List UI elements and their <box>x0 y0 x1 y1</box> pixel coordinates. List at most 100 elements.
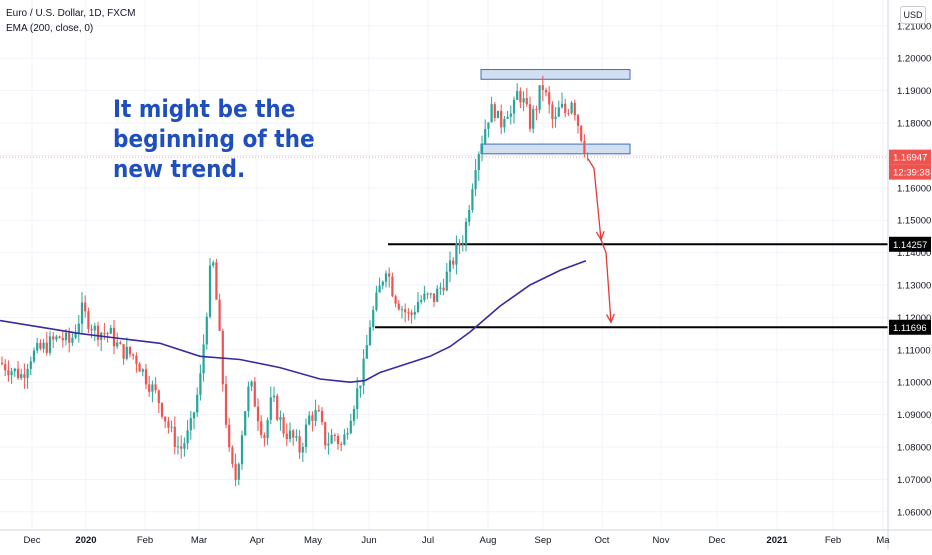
candle-down <box>426 292 429 300</box>
candle-body <box>394 296 397 304</box>
candle-body <box>173 426 176 447</box>
candle-down <box>84 295 87 318</box>
candle-body <box>532 109 535 129</box>
candle-up <box>308 411 311 426</box>
candle-down <box>282 413 285 438</box>
candle-down <box>52 331 55 349</box>
candle-body <box>416 301 420 313</box>
candle-up <box>36 337 39 354</box>
candle-body <box>141 369 144 372</box>
candle-body <box>199 373 202 395</box>
candle-down <box>45 332 48 356</box>
candle-down <box>132 353 135 360</box>
candle-body <box>445 271 448 291</box>
candle-up <box>116 332 119 349</box>
candle-up <box>330 428 333 445</box>
candle-down <box>224 375 228 429</box>
candle-up <box>176 436 180 455</box>
price-tick-label: 1.15000 <box>897 216 931 227</box>
candle-up <box>557 100 560 118</box>
candle-body <box>525 98 528 105</box>
candle-down <box>407 308 410 321</box>
candle-body <box>426 293 429 295</box>
candle-up <box>352 405 356 426</box>
candle-body <box>551 104 554 120</box>
candle-body <box>106 333 109 335</box>
candle-body <box>189 418 192 431</box>
candle-body <box>557 107 560 117</box>
candle-down <box>388 267 391 288</box>
candle-body <box>503 118 506 128</box>
countdown-label: 12:39:38 <box>893 168 930 179</box>
candle-body <box>458 243 461 246</box>
candle-body <box>247 386 250 412</box>
candle-body <box>39 342 42 349</box>
candle-body <box>192 412 196 419</box>
candle-body <box>231 447 234 464</box>
candle-down <box>263 432 266 447</box>
candle-body <box>170 426 173 428</box>
candle-down <box>160 402 164 419</box>
candle-body <box>154 384 157 391</box>
candle-up <box>196 387 199 417</box>
candle-down <box>154 377 157 394</box>
candle-body <box>346 433 349 435</box>
candle-down <box>576 113 580 134</box>
candle-body <box>516 91 519 100</box>
candle-body <box>87 311 90 329</box>
candle-down <box>4 359 7 377</box>
candle-up <box>77 314 80 343</box>
candle-up <box>480 135 484 162</box>
candle-down <box>87 307 90 334</box>
candle-body <box>400 309 404 311</box>
candle-body <box>548 92 551 105</box>
candle-body <box>439 287 442 289</box>
candle-body <box>535 109 538 111</box>
candle-up <box>554 107 557 128</box>
candle-body <box>452 260 455 265</box>
candle-body <box>240 435 244 465</box>
candle-body <box>410 312 413 315</box>
price-tick-label: 1.20000 <box>897 54 931 65</box>
candle-body <box>432 293 436 302</box>
candle-up <box>141 368 144 377</box>
candle-body <box>333 434 336 437</box>
candle-up <box>400 305 404 319</box>
candle-up <box>474 158 477 197</box>
currency-button[interactable]: USD <box>900 6 926 24</box>
time-tick-label: Ma <box>876 535 890 546</box>
arrow-shaft <box>600 239 612 323</box>
candle-body <box>573 102 576 116</box>
candle-body <box>71 337 74 343</box>
time-tick-label: 2021 <box>766 535 788 546</box>
candle-down <box>519 87 522 109</box>
candle-body <box>164 416 167 422</box>
candle-body <box>404 309 407 313</box>
candle-up <box>26 363 29 389</box>
candle-up <box>42 338 45 353</box>
candle-body <box>103 332 106 334</box>
candle-body <box>0 362 4 365</box>
candle-down <box>432 293 436 307</box>
candle-body <box>317 410 320 412</box>
candle-down <box>173 416 176 455</box>
candle-down <box>119 340 122 345</box>
candle-body <box>356 388 359 409</box>
candle-body <box>362 358 365 386</box>
candle-down <box>231 445 234 468</box>
candle-body <box>224 384 228 425</box>
candle-up <box>365 334 368 359</box>
candle-body <box>116 342 119 347</box>
price-tick-label: 1.11000 <box>897 345 931 356</box>
candle-body <box>336 436 340 444</box>
candle-body <box>468 209 471 222</box>
time-tick-label: Nov <box>653 535 670 546</box>
candle-up <box>420 295 423 305</box>
candle-body <box>330 434 333 444</box>
candle-body <box>202 344 205 374</box>
candle-body <box>218 299 221 331</box>
candle-body <box>205 316 208 345</box>
price-tick-label: 1.18000 <box>897 119 931 130</box>
